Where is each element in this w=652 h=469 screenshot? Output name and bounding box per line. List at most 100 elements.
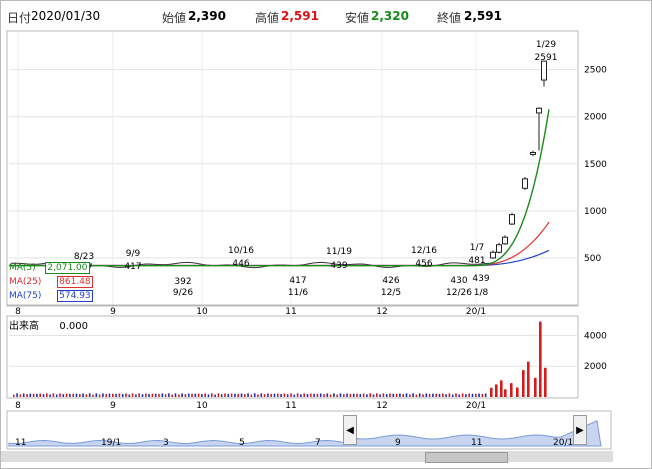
- annotation-value: 446: [232, 259, 249, 269]
- volume-bar: [527, 361, 530, 397]
- volume-bar: [399, 393, 401, 397]
- volume-bar: [46, 393, 48, 397]
- volume-bar: [539, 321, 542, 397]
- volume-bar: [131, 393, 134, 397]
- volume-bar: [458, 394, 461, 397]
- volume-bar: [468, 393, 470, 397]
- navigator-label: 20/1: [553, 438, 573, 448]
- ma75-label: MA(75): [9, 291, 42, 301]
- volume-bar: [79, 393, 81, 397]
- volume-bar: [461, 393, 464, 397]
- volume-bar: [204, 393, 206, 397]
- volume-bar: [409, 394, 411, 397]
- volume-bar: [88, 393, 91, 397]
- volume-bar: [171, 394, 173, 397]
- annotation-value: 426: [382, 276, 399, 286]
- volume-bar: [316, 393, 319, 397]
- horizontal-scrollbar[interactable]: [1, 451, 613, 462]
- scrollbar-thumb[interactable]: [425, 452, 508, 463]
- volume-bar: [164, 394, 167, 397]
- high-label: 高値: [255, 11, 280, 25]
- high-value: 2,591: [281, 9, 319, 23]
- volume-bar: [300, 394, 302, 397]
- volume-bar: [145, 393, 147, 397]
- volume-bar: [481, 394, 484, 397]
- volume-bar: [234, 393, 236, 397]
- volume-bar: [135, 394, 137, 397]
- navigator-label: 5: [239, 438, 245, 448]
- volume-bar: [158, 393, 160, 397]
- volume-bar: [277, 393, 279, 397]
- volume-panel-frame: [6, 315, 579, 399]
- volume-bar: [125, 393, 127, 397]
- candle-body: [536, 107, 542, 114]
- legend-ma25: MA(25) 861.48: [9, 276, 93, 288]
- volume-bar: [451, 394, 454, 397]
- volume-bar: [534, 377, 537, 397]
- annotation-date: 1/8: [474, 288, 489, 298]
- annotation-date: 12/26: [446, 288, 472, 298]
- navigator-label: 9: [395, 438, 401, 448]
- volume-bar: [184, 394, 187, 397]
- price-x-tick: 20/1: [466, 307, 486, 317]
- volume-bar: [36, 393, 38, 397]
- volume-bar: [402, 394, 404, 397]
- volume-x-tick: 11: [285, 401, 296, 411]
- volume-bar: [286, 394, 289, 397]
- volume-bar: [522, 370, 525, 397]
- volume-bar: [448, 393, 451, 397]
- volume-bar: [224, 393, 226, 397]
- volume-bar: [85, 394, 88, 397]
- volume-bar: [428, 393, 431, 397]
- ma5-line: [9, 109, 550, 267]
- legend-ma5: MA(5) 2,071.00: [9, 262, 90, 274]
- annotation-value: 417: [124, 262, 141, 272]
- volume-bar: [504, 389, 507, 397]
- price-x-tick: 10: [196, 307, 208, 317]
- price-x-tick: 11: [285, 307, 296, 317]
- annotation-date: 11/6: [288, 288, 308, 298]
- volume-bar: [39, 393, 41, 397]
- price-x-tick: 9: [110, 307, 116, 317]
- volume-bar: [296, 393, 299, 397]
- volume-bar: [323, 394, 325, 397]
- navigator-label: 19/1: [101, 438, 121, 448]
- candle-body: [530, 151, 536, 155]
- candle-body: [509, 214, 515, 225]
- volume-bar: [385, 394, 388, 397]
- volume-bar: [326, 393, 329, 397]
- annotation-date: 8/23: [74, 252, 94, 262]
- price-panel-frame: [6, 30, 579, 307]
- candle-body: [496, 244, 502, 253]
- volume-bar: [194, 393, 197, 397]
- volume-bar: [191, 393, 193, 397]
- volume-bar: [105, 394, 107, 397]
- volume-bar: [161, 393, 164, 397]
- volume-bar: [181, 393, 183, 397]
- annotation-value: 417: [289, 276, 306, 286]
- volume-y-tick: 4000: [584, 331, 607, 341]
- ma25-label: MA(25): [9, 277, 42, 287]
- volume-bar: [220, 394, 223, 397]
- volume-bar: [392, 393, 395, 397]
- volume-bar: [280, 393, 282, 397]
- navigator-right-handle[interactable]: ▶: [573, 415, 587, 445]
- volume-bar: [389, 393, 391, 397]
- volume-bar: [445, 394, 447, 397]
- navigator-label: 11: [471, 438, 482, 448]
- volume-bar: [49, 394, 51, 397]
- volume-bar: [500, 380, 503, 397]
- volume-bar: [42, 394, 45, 397]
- volume-bar: [415, 394, 418, 397]
- volume-bar: [346, 393, 348, 397]
- volume-bar: [310, 393, 312, 397]
- volume-bar: [148, 393, 150, 397]
- navigator-left-handle[interactable]: ◀: [343, 415, 357, 445]
- volume-bar: [356, 393, 358, 397]
- navigator-area: [8, 420, 602, 447]
- volume-bar: [418, 393, 421, 397]
- price-header: 日付 2020/01/30 始値 2,390 高値 2,591 安値 2,320…: [7, 9, 607, 27]
- volume-bar: [240, 393, 243, 397]
- ma5-value: 2,071.00: [45, 262, 90, 274]
